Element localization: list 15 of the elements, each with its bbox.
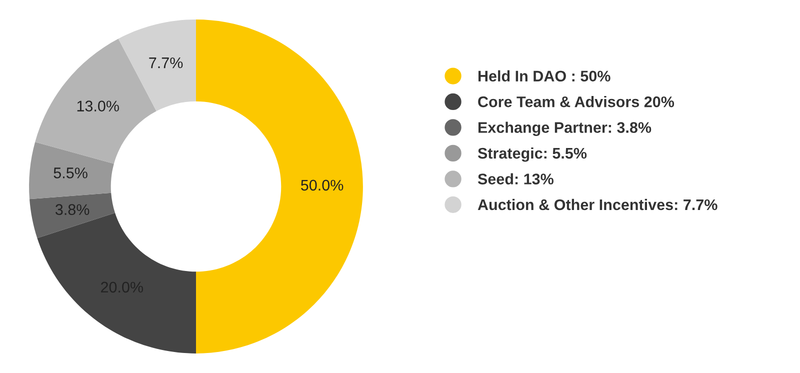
donut-slice <box>30 192 116 238</box>
donut-slice <box>118 20 196 112</box>
legend-label: Seed: 13% <box>478 173 554 184</box>
data-label: 50.0% <box>301 180 344 191</box>
donut-slice <box>29 142 114 200</box>
legend-label: Exchange Partner: 3.8% <box>478 122 652 136</box>
legend-label: Strategic: 5.5% <box>478 147 587 162</box>
legend-label: Auction & Other Incentives: 7.7% <box>478 198 718 210</box>
data-label: 7.7% <box>149 57 183 68</box>
data-label: 13.0% <box>77 100 119 112</box>
data-label: 5.5% <box>54 168 88 178</box>
legend-label: Core Team & Advisors 20% <box>478 96 674 108</box>
legend-label: Held In DAO : 50% <box>478 70 610 82</box>
data-label: 3.8% <box>56 204 90 215</box>
donut-slice <box>196 20 363 354</box>
